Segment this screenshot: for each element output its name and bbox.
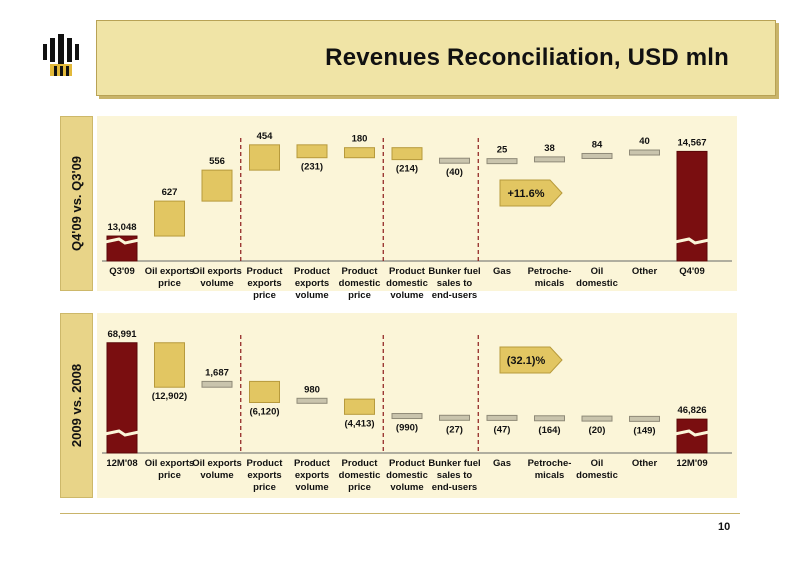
bar-value-label: (12,902) (152, 391, 187, 402)
bar-value-label: (4,413) (344, 418, 374, 429)
total-bar (676, 150, 708, 262)
delta-bar (201, 169, 233, 202)
bar-value-label: 180 (352, 134, 368, 145)
bar-value-label: (6,120) (249, 406, 279, 417)
total-bar (106, 342, 138, 454)
category-label: Product exports price (247, 458, 284, 493)
page-number: 10 (718, 521, 731, 533)
bar-value-label: 454 (257, 131, 274, 142)
category-label: Product domestic volume (386, 458, 428, 493)
bar-value-label: 38 (544, 143, 555, 154)
category-label: Oil domestic (576, 458, 618, 481)
category-label: Q4'09 (679, 266, 705, 277)
growth-callout-label: (32.1)% (507, 355, 546, 367)
growth-callout-label: +11.6% (507, 188, 544, 200)
category-label: Gas (493, 458, 511, 469)
delta-bar (439, 414, 470, 421)
delta-bar (581, 152, 613, 159)
delta-bar (439, 157, 470, 164)
axis-break-mark (104, 429, 140, 437)
delta-bar (344, 398, 375, 415)
category-label: Q3'09 (109, 266, 135, 277)
category-label: Product domestic volume (386, 266, 428, 301)
delta-bar (629, 415, 660, 422)
category-label: Oil exports price (145, 458, 195, 481)
category-label: Oil domestic (576, 266, 618, 289)
category-label: 12M'08 (106, 458, 137, 469)
axis-break-mark (674, 429, 710, 437)
delta-bar (391, 413, 423, 420)
category-label: Other (632, 266, 658, 277)
axis-break-mark (674, 237, 710, 245)
delta-bar (201, 380, 233, 388)
bar-value-label: (40) (446, 167, 463, 178)
bar-value-label: (231) (301, 162, 323, 173)
bar-value-label: 84 (592, 139, 603, 150)
bar-value-label: 46,826 (677, 405, 706, 416)
category-label: Oil exports price (145, 266, 195, 289)
category-label: Gas (493, 266, 511, 277)
title-banner: Revenues Reconciliation, USD mln (96, 20, 776, 96)
bar-value-label: (214) (396, 164, 418, 175)
panel-1-background (97, 116, 737, 291)
waterfall-chart-q4-vs-q3: +11.6% 13,048 Q3'09 627 Oil exports price 556 O… (102, 131, 732, 301)
growth-callout-arrow (499, 346, 563, 374)
delta-bar (534, 156, 565, 163)
delta-bar (154, 200, 185, 237)
bar-value-label: (164) (538, 425, 560, 436)
bar-value-label: 1,687 (205, 367, 229, 378)
category-label: Product exports volume (294, 458, 331, 493)
bar-value-label: 980 (304, 384, 320, 395)
panel-1-side-tab: Q4'09 vs. Q3'09 (60, 116, 93, 291)
bar-value-label: 25 (497, 145, 508, 156)
delta-bar (296, 397, 328, 404)
category-label: Petroche-micals (528, 266, 572, 289)
category-label: Other (632, 458, 658, 469)
delta-bar (391, 147, 423, 161)
growth-callout-arrow (499, 179, 563, 207)
category-label: Oil exports volume (192, 266, 242, 289)
category-label: 12M'09 (676, 458, 707, 469)
delta-bar (249, 144, 280, 171)
category-label: Product exports volume (294, 266, 331, 301)
category-label: Product domestic price (339, 458, 381, 493)
panel-1-side-label: Q4'09 vs. Q3'09 (69, 155, 84, 252)
delta-bar (534, 415, 565, 422)
delta-bar (486, 414, 518, 421)
delta-bar (296, 144, 328, 159)
category-label: Product domestic price (339, 266, 381, 301)
bar-value-label: (27) (446, 424, 463, 435)
bar-value-label: 13,048 (107, 222, 136, 233)
category-label: Product exports price (247, 266, 284, 301)
delta-bar (344, 147, 375, 159)
bar-value-label: (990) (396, 423, 418, 434)
delta-bar (629, 149, 660, 156)
company-logo (43, 34, 79, 76)
delta-bar (486, 158, 518, 165)
delta-bar (249, 380, 280, 403)
delta-bar (154, 342, 185, 388)
category-label: Petroche-micals (528, 458, 572, 481)
bar-value-label: 556 (209, 156, 225, 167)
panel-2-side-tab: 2009 vs. 2008 (60, 313, 93, 498)
total-bar (676, 418, 708, 454)
category-label: Bunker fuel sales to end-users (428, 266, 480, 301)
axis-break-mark (104, 237, 140, 245)
bar-value-label: 40 (639, 136, 650, 147)
category-label: Oil exports volume (192, 458, 242, 481)
bar-value-label: (20) (589, 425, 606, 436)
bar-value-label: (149) (633, 425, 655, 436)
bar-value-label: (47) (494, 424, 511, 435)
page-title: Revenues Reconciliation, USD mln (325, 44, 729, 71)
waterfall-chart-2009-vs-2008: (32.1)% 68,991 12M'08 (12,902) Oil exports pr… (102, 329, 732, 493)
bar-value-label: 14,567 (677, 137, 706, 148)
delta-bar (581, 415, 613, 422)
footer-divider (60, 513, 740, 514)
category-label: Bunker fuel sales to end-users (428, 458, 480, 493)
panel-2-side-label: 2009 vs. 2008 (69, 363, 85, 448)
bar-value-label: 68,991 (107, 329, 137, 340)
bar-value-label: 627 (162, 187, 178, 198)
panel-2-background (97, 313, 737, 498)
